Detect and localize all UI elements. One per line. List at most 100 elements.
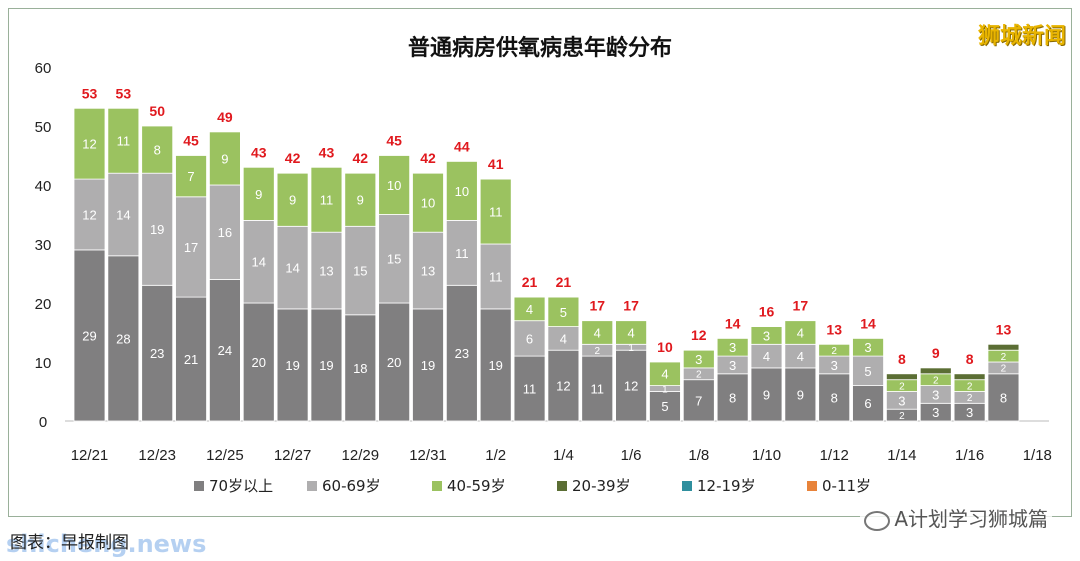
bar-segment	[784, 320, 817, 345]
x-tick-label: 1/16	[955, 447, 984, 464]
data-label: 4	[661, 367, 668, 382]
data-label: 14	[252, 255, 266, 270]
legend-swatch	[432, 481, 442, 491]
data-label: 12	[82, 137, 96, 152]
x-tick-label: 12/23	[138, 447, 176, 464]
bar-segment	[547, 349, 580, 422]
data-label: 19	[150, 222, 164, 237]
data-label: 7	[695, 393, 702, 408]
data-label: 9	[221, 151, 228, 166]
data-label: 5	[560, 305, 567, 320]
data-label: 19	[285, 358, 299, 373]
data-label: 20	[387, 355, 401, 370]
total-label: 42	[353, 150, 369, 166]
wechat-icon	[864, 510, 891, 531]
bar-segment	[412, 308, 444, 422]
total-label: 17	[623, 298, 639, 314]
x-tick-label: 1/18	[1023, 447, 1052, 464]
data-label: 4	[797, 325, 804, 340]
x-tick-label: 1/12	[820, 447, 849, 464]
data-label: 3	[966, 405, 973, 420]
bar-segment	[242, 219, 275, 304]
watermark-logo: 狮城新闻	[977, 24, 1066, 49]
data-label: 11	[489, 204, 503, 219]
data-label: 21	[184, 352, 198, 367]
data-label: 9	[357, 193, 364, 208]
legend-swatch	[307, 481, 317, 491]
data-label: 5	[864, 364, 871, 379]
bar-segment	[784, 367, 817, 422]
x-tick-label: 1/8	[688, 447, 709, 464]
data-label: 12	[82, 207, 96, 222]
legend-label: 70岁以上	[209, 477, 273, 495]
legend-swatch	[682, 481, 692, 491]
legend-label: 20-39岁	[572, 477, 631, 495]
legend-swatch	[807, 481, 817, 491]
bar-segment	[73, 178, 106, 251]
legend-label: 40-59岁	[447, 477, 506, 495]
bar-segment	[141, 284, 174, 422]
data-label: 17	[184, 240, 198, 255]
bar-segment	[750, 326, 783, 345]
wechat-label: A计划学习狮城篇	[894, 507, 1048, 531]
data-label: 2	[899, 381, 905, 392]
y-tick-label: 60	[35, 60, 52, 77]
data-label: 29	[82, 328, 96, 343]
data-label: 4	[560, 331, 567, 346]
bar-segment	[208, 131, 241, 186]
data-label: 15	[353, 263, 367, 278]
bar-segment	[378, 302, 411, 422]
bar-segment	[852, 337, 884, 357]
bar-segment	[208, 278, 241, 422]
wechat-badge: A计划学习狮城篇	[860, 503, 1052, 532]
total-label: 13	[826, 321, 842, 337]
bar-segment	[581, 355, 614, 422]
data-label: 3	[898, 393, 905, 408]
y-tick-label: 0	[39, 414, 47, 431]
bar-segment	[513, 355, 546, 422]
bar-segment	[344, 172, 377, 227]
data-label: 2	[967, 393, 973, 404]
data-label: 23	[150, 346, 164, 361]
total-label: 43	[251, 144, 267, 160]
bar-segment	[852, 355, 884, 387]
bar-segment	[412, 231, 444, 310]
x-tick-label: 1/10	[752, 447, 781, 464]
y-tick-label: 20	[35, 296, 52, 313]
data-label: 28	[116, 331, 130, 346]
data-label: 3	[932, 387, 939, 402]
data-label: 4	[627, 325, 634, 340]
data-label: 14	[285, 261, 299, 276]
total-label: 17	[589, 298, 605, 314]
y-tick-label: 50	[35, 119, 52, 136]
x-tick-label: 12/29	[342, 447, 380, 464]
bar-segment	[919, 367, 952, 375]
bar-segment	[242, 166, 275, 221]
data-label: 9	[289, 193, 296, 208]
total-label: 49	[217, 109, 233, 125]
total-label: 8	[898, 351, 906, 367]
chart-caption: 图表：早报制图	[10, 533, 129, 553]
bar-segment	[175, 155, 207, 198]
data-label: 4	[763, 349, 770, 364]
total-label: 50	[149, 103, 165, 119]
data-label: 19	[319, 358, 333, 373]
data-label: 8	[1000, 390, 1007, 405]
data-label: 2	[831, 346, 837, 357]
total-label: 53	[116, 85, 132, 101]
bar-chart: 普通病房供氧病患年龄分布0102030405060291212532814115…	[35, 35, 1052, 495]
total-label: 53	[82, 85, 98, 101]
data-label: 11	[489, 269, 503, 284]
data-label: 2	[1001, 364, 1007, 375]
bar-segment	[175, 296, 207, 422]
bar-segment	[276, 225, 309, 310]
total-label: 17	[793, 298, 809, 314]
total-label: 21	[556, 274, 572, 290]
x-tick-label: 12/21	[71, 447, 109, 464]
total-label: 16	[759, 304, 775, 320]
bar-segment	[378, 214, 411, 304]
data-label: 1	[662, 384, 668, 395]
data-label: 18	[353, 361, 367, 376]
data-label: 6	[864, 396, 871, 411]
data-label: 2	[594, 346, 600, 357]
